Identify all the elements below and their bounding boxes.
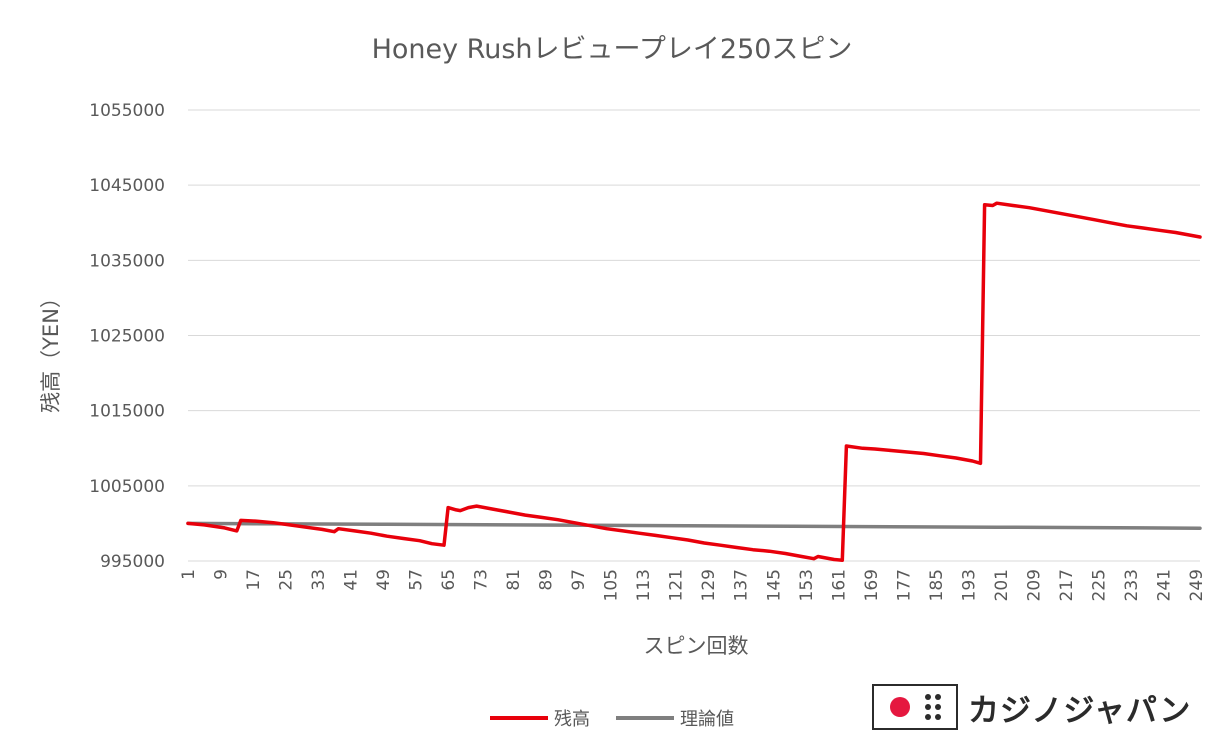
x-tick-label: 89 — [537, 569, 557, 591]
x-tick-label: 249 — [1187, 569, 1207, 601]
logo-red-dot-icon — [889, 697, 910, 717]
y-tick-labels: 995000 1005000 1015000 1025000 1035000 104500… — [89, 101, 165, 572]
x-tick-label: 209 — [1024, 569, 1044, 601]
series-lines — [186, 201, 1202, 562]
y-tick-label: 1005000 — [89, 477, 165, 497]
x-tick-labels: 1 9 17 25 33 41 49 57 65 73 81 89 97 105 113 121 129 137 1… — [179, 569, 1207, 601]
y-tick-label: 995000 — [100, 552, 165, 572]
x-tick-label: 185 — [927, 569, 947, 601]
x-tick-label: 81 — [504, 569, 524, 591]
x-tick-label: 49 — [374, 569, 394, 591]
x-tick-label: 73 — [472, 569, 492, 591]
gridlines — [188, 109, 1200, 487]
x-tick-label: 1 — [179, 569, 199, 580]
x-tick-label: 33 — [309, 569, 329, 591]
x-tick-label: 233 — [1122, 569, 1142, 601]
logo-dice-icon — [924, 694, 941, 720]
x-tick-label: 161 — [829, 569, 849, 601]
legend-label-theoretical: 理論値 — [680, 709, 734, 730]
x-tick-label: 41 — [342, 569, 362, 591]
y-tick-label: 1015000 — [89, 402, 165, 422]
x-tick-label: 201 — [992, 569, 1012, 601]
x-tick-label: 145 — [764, 569, 784, 601]
logo-text: カジノジャパン — [968, 692, 1192, 729]
casino-japan-logo: カジノジャパン — [872, 684, 1191, 730]
x-tick-label: 153 — [797, 569, 817, 601]
x-tick-label: 65 — [439, 569, 459, 591]
x-tick-label: 113 — [634, 569, 654, 601]
x-tick-label: 17 — [244, 569, 264, 591]
x-tick-label: 225 — [1089, 569, 1109, 601]
series-line-balance — [186, 201, 1202, 562]
x-tick-label: 25 — [277, 569, 297, 591]
x-tick-label: 137 — [732, 569, 752, 601]
y-axis-title: 残高（YEN） — [39, 287, 63, 413]
chart-title: Honey Rushレビュープレイ250スピン — [372, 34, 853, 65]
legend: 残高 理論値 — [490, 709, 734, 730]
x-tick-label: 169 — [862, 569, 882, 601]
x-tick-label: 57 — [407, 569, 427, 591]
x-tick-label: 129 — [699, 569, 719, 601]
x-tick-label: 121 — [667, 569, 687, 601]
x-tick-label: 177 — [894, 569, 914, 601]
y-tick-label: 1035000 — [89, 251, 165, 271]
y-tick-label: 1045000 — [89, 176, 165, 196]
x-tick-label: 193 — [959, 569, 979, 601]
y-tick-label: 1055000 — [89, 101, 165, 121]
logo-mark — [872, 684, 958, 730]
x-tick-label: 217 — [1057, 569, 1077, 601]
x-tick-label: 241 — [1154, 569, 1174, 601]
x-tick-label: 9 — [212, 569, 232, 580]
x-tick-label: 105 — [602, 569, 622, 601]
legend-label-balance: 残高 — [554, 709, 590, 730]
y-tick-label: 1025000 — [89, 327, 165, 347]
series-line-theoretical — [186, 521, 1202, 530]
x-axis-title: スピン回数 — [644, 634, 749, 658]
x-tick-label: 97 — [569, 569, 589, 591]
